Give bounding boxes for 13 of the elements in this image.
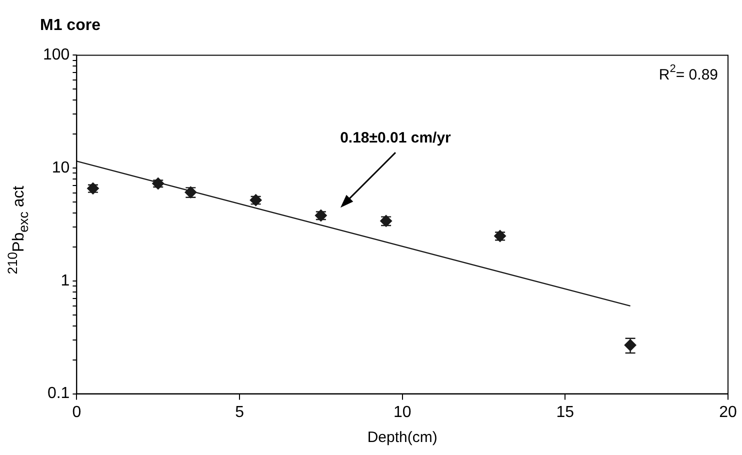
y-tick-label: 1 bbox=[60, 272, 70, 290]
x-tick-label: 20 bbox=[719, 404, 737, 421]
x-axis-title: Depth(cm) bbox=[367, 429, 438, 446]
x-tick-label: 0 bbox=[72, 404, 82, 421]
y-tick-label: 0.1 bbox=[47, 385, 70, 402]
y-tick-label: 100 bbox=[42, 46, 70, 64]
y-tick-label: 10 bbox=[52, 159, 70, 176]
x-tick-label: 5 bbox=[235, 404, 244, 421]
point bbox=[152, 177, 164, 190]
chart-title: M1 core bbox=[40, 17, 101, 34]
annotation: 0.18±0.01 cm/yr bbox=[340, 130, 452, 147]
x-tick-label: 10 bbox=[393, 404, 412, 421]
x-tick-label: 15 bbox=[556, 404, 574, 421]
